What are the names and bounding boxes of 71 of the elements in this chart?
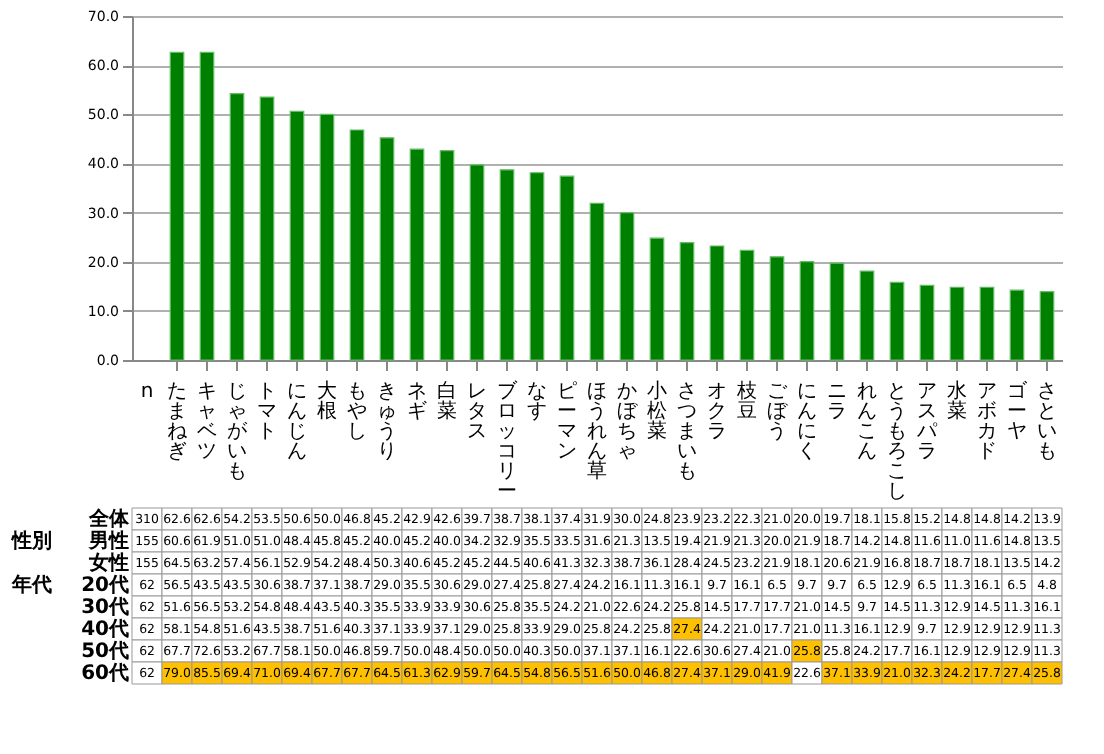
bar [799,261,815,361]
bar [199,51,215,361]
x-tick-label: なす [527,381,547,423]
x-tick-label: たまねぎ [167,381,189,463]
x-tick-label: とうもろこし [887,381,907,503]
bar [979,286,995,361]
bar [499,169,515,361]
x-tick-label: n [140,381,154,403]
x-tick-label: アスパラ [915,381,939,463]
text: 性別 [10,529,52,553]
bar [1009,289,1025,361]
y-tick-label: 30代 [81,595,129,619]
bar [409,148,425,361]
bar [229,93,245,361]
bar [349,129,365,361]
x-tick-label: ブロッコリー [497,379,519,503]
x-tick-label: 枝豆 [735,379,757,423]
bar [589,202,605,361]
x-tick-label: じゃがいも [227,381,249,483]
x-tick-label: 小松菜 [647,379,667,443]
text: 年代 [10,573,52,597]
x-tick-label: きゅうり [377,381,397,463]
bar [679,241,695,361]
bar [919,284,935,361]
x-tick-label: にんじん [287,381,307,463]
bar [469,164,485,361]
x-tick-label: さつまいも [677,381,697,483]
bar [1039,291,1055,361]
x-tick-label: かぼちゃ [617,381,639,463]
y-tick-label: 男性 [87,529,129,553]
x-tick-label: ピーマン [557,381,577,463]
x-tick-label: レタス [467,381,487,443]
x-tick-label: もやし [347,381,367,443]
bar [709,245,725,361]
y-tick-label: 40代 [81,617,129,641]
x-tick-label: れんこん [857,381,877,463]
bar [949,286,965,361]
x-tick-label: 白菜 [437,379,457,423]
x-tick-label: キャベツ [197,381,217,463]
y-tick-label: 女性 [87,551,129,575]
bar [379,137,395,361]
x-tick-label: ゴーヤ [1007,379,1029,443]
bar [889,281,905,361]
bar [169,51,185,361]
bar [829,262,845,361]
bar [439,150,455,361]
x-tick-label: トマト [257,381,277,443]
bar [529,172,545,361]
x-tick-label: ニラ [827,381,847,423]
x-tick-label: ほうれん草 [587,381,607,483]
x-tick-label: にんにく [797,381,817,463]
bar [649,237,665,361]
x-tick-label: ネギ [407,381,427,423]
bar [619,211,635,361]
x-tick-label: 水菜 [947,379,967,423]
bar [259,96,275,361]
y-tick-label: 20代 [81,573,129,597]
y-tick-label: 全体 [87,507,131,531]
y-tick-label: 50代 [81,639,129,663]
bar [769,256,785,361]
bar [859,270,875,361]
x-tick-label: オクラ [707,381,727,443]
bar [289,110,305,361]
bar [559,175,575,361]
x-tick-label: 大根 [317,379,337,423]
bar [739,249,755,361]
x-tick-label: ごぼう [767,381,789,443]
y-tick-label: 60代 [81,661,129,685]
x-tick-label: アボカド [977,381,997,463]
bar [319,113,335,361]
x-tick-label: さといも [1037,381,1057,463]
